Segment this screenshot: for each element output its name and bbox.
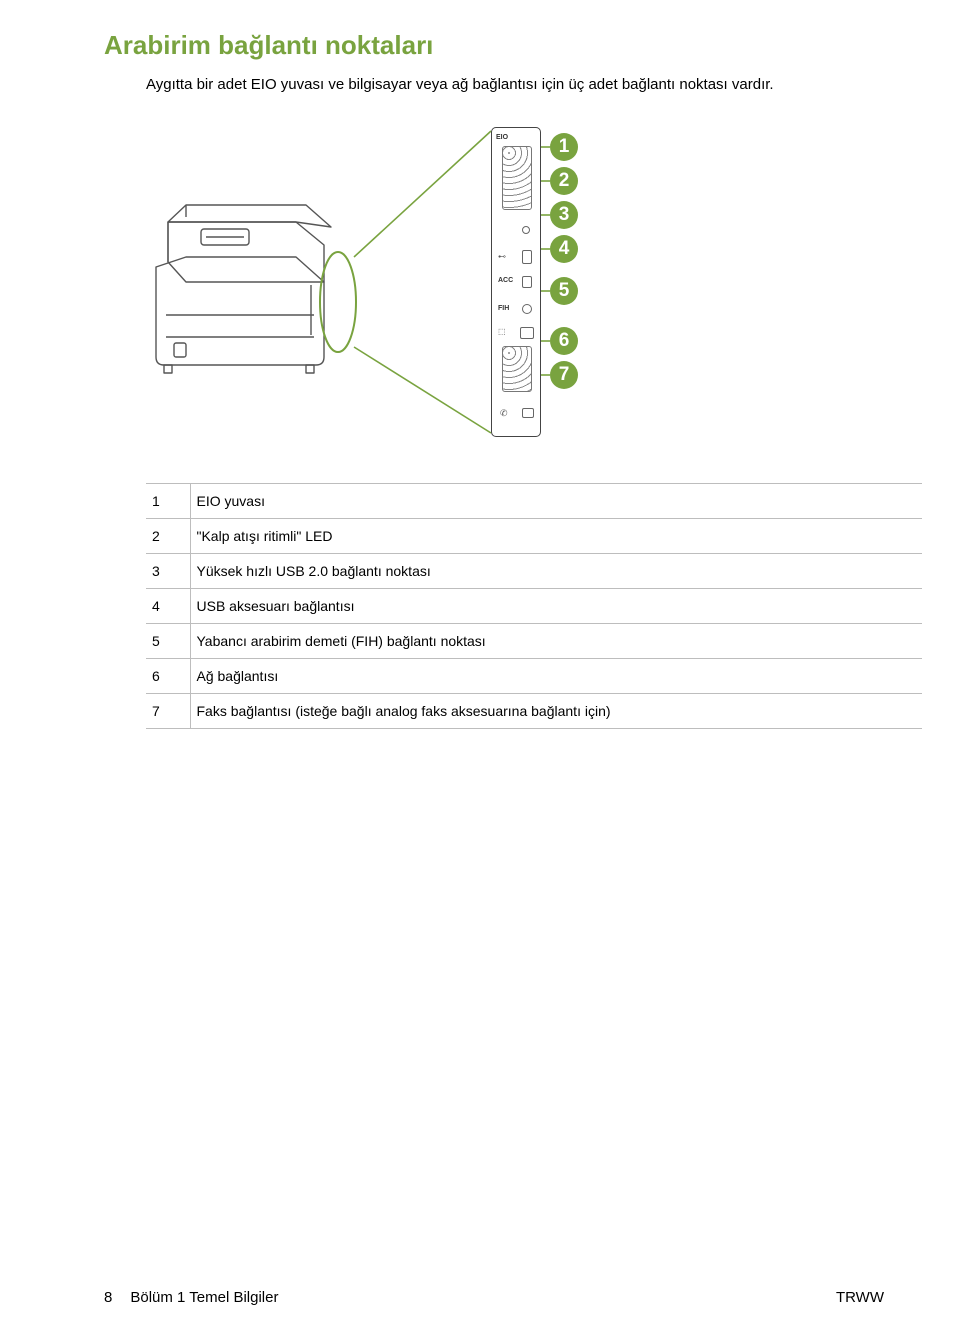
row-desc: Ağ bağlantısı [190,659,922,694]
row-desc: USB aksesuarı bağlantısı [190,589,922,624]
acc-port-icon [522,276,532,288]
table-row: 3Yüksek hızlı USB 2.0 bağlantı noktası [146,554,922,589]
intro-text: Aygıtta bir adet EIO yuvası ve bilgisaya… [146,75,884,95]
eio-slot-icon [502,146,532,210]
row-num: 7 [146,694,190,729]
callout-3: 3 [550,201,578,229]
interface-diagram: EIO ⊷ ACC FIH ⬚ ✆ 1 2 3 4 5 6 7 [146,127,606,447]
fax-glyph-icon: ✆ [500,408,508,419]
row-desc: Yabancı arabirim demeti (FIH) bağlantı n… [190,624,922,659]
port-panel: EIO ⊷ ACC FIH ⬚ ✆ [491,127,541,437]
page: Arabirim bağlantı noktaları Aygıtta bir … [0,0,960,1336]
table-row: 6Ağ bağlantısı [146,659,922,694]
led-icon [522,226,530,234]
ports-table: 1EIO yuvası 2"Kalp atışı ritimli" LED 3Y… [146,483,922,729]
fih-port-icon [522,304,532,314]
acc-label: ACC [498,277,513,284]
usb-port-icon [522,250,532,264]
callout-4: 4 [550,235,578,263]
ethernet-glyph-icon: ⬚ [498,327,506,336]
callout-1: 1 [550,133,578,161]
callout-6: 6 [550,327,578,355]
row-num: 6 [146,659,190,694]
row-num: 2 [146,519,190,554]
row-desc: Yüksek hızlı USB 2.0 bağlantı noktası [190,554,922,589]
eio-label: EIO [496,134,508,141]
usb-glyph-icon: ⊷ [498,252,506,261]
row-desc: Faks bağlantısı (isteğe bağlı analog fak… [190,694,922,729]
page-number: 8 [104,1289,112,1306]
vent-slot-icon [502,346,532,392]
row-desc: EIO yuvası [190,484,922,519]
section-heading: Arabirim bağlantı noktaları [104,30,884,61]
row-num: 3 [146,554,190,589]
table-row: 1EIO yuvası [146,484,922,519]
row-num: 1 [146,484,190,519]
callout-5: 5 [550,277,578,305]
callout-2: 2 [550,167,578,195]
row-num: 5 [146,624,190,659]
fax-port-icon [522,408,534,418]
page-footer: 8 Bölüm 1 Temel Bilgiler TRWW [0,1289,960,1306]
footer-right: TRWW [836,1289,884,1306]
callout-ellipse [316,247,360,357]
callout-7: 7 [550,361,578,389]
chapter-title: Bölüm 1 Temel Bilgiler [130,1289,278,1306]
fih-label: FIH [498,305,509,312]
table-row: 5Yabancı arabirim demeti (FIH) bağlantı … [146,624,922,659]
table-row: 2"Kalp atışı ritimli" LED [146,519,922,554]
row-num: 4 [146,589,190,624]
table-row: 7Faks bağlantısı (isteğe bağlı analog fa… [146,694,922,729]
table-row: 4USB aksesuarı bağlantısı [146,589,922,624]
ethernet-port-icon [520,327,534,339]
row-desc: "Kalp atışı ritimli" LED [190,519,922,554]
